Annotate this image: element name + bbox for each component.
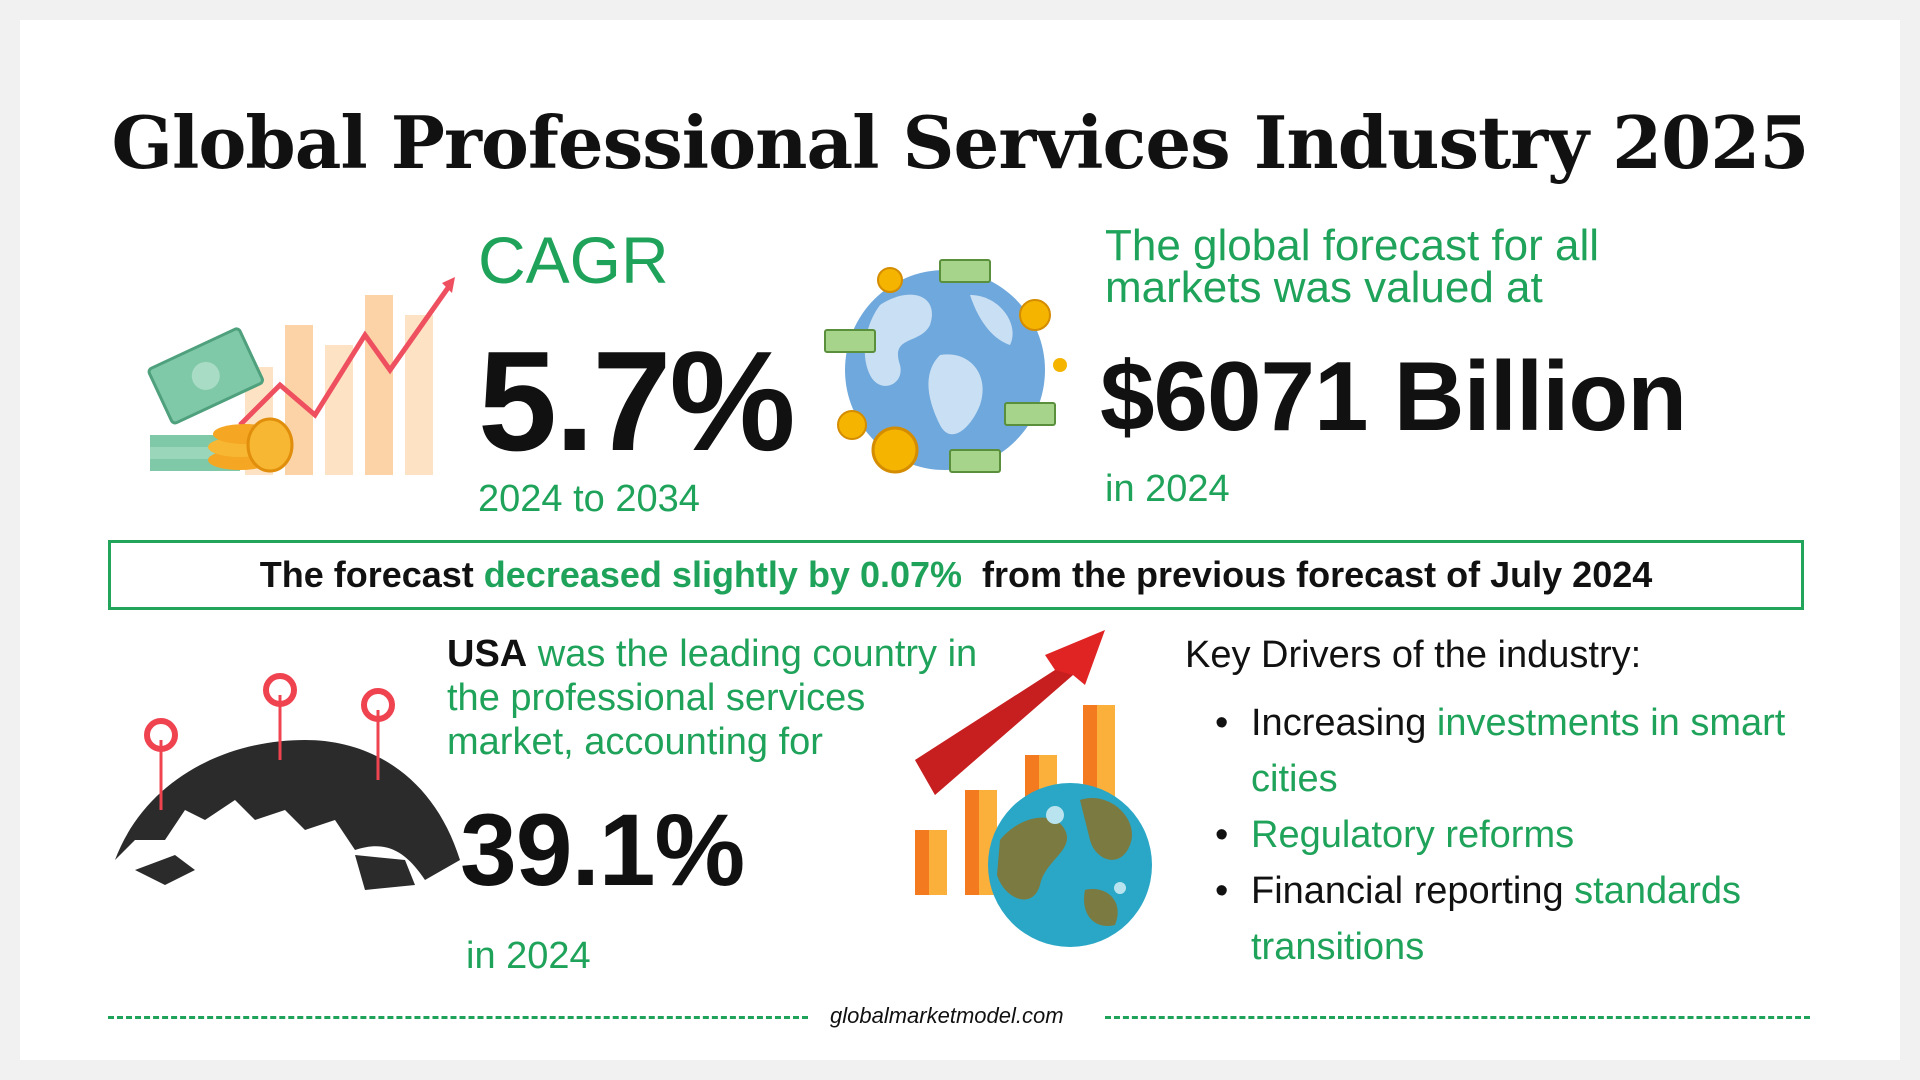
drivers-title: Key Drivers of the industry: bbox=[1185, 634, 1642, 676]
driver-item: Financial reporting standards transition… bbox=[1215, 863, 1815, 975]
drivers-list: Increasing investments in smart cities R… bbox=[1215, 695, 1815, 975]
driver-item: Increasing investments in smart cities bbox=[1215, 695, 1815, 807]
forecast-change-banner: The forecast decreased slightly by 0.07%… bbox=[108, 540, 1804, 610]
banner-suffix: from the previous forecast of July 2024 bbox=[962, 554, 1653, 595]
growth-globe-chart-icon bbox=[915, 630, 1152, 947]
world-map-pins-icon bbox=[115, 673, 460, 890]
footer-divider-right bbox=[1105, 1016, 1810, 1019]
page-title: Global Professional Services Industry 20… bbox=[111, 100, 1810, 185]
banner-prefix: The forecast bbox=[259, 554, 484, 595]
footer-divider-left bbox=[108, 1016, 808, 1019]
cagr-period: 2024 to 2034 bbox=[478, 478, 700, 520]
usa-year: in 2024 bbox=[466, 935, 591, 977]
footer-site: globalmarketmodel.com bbox=[830, 1003, 1064, 1028]
driver-item: Regulatory reforms bbox=[1215, 807, 1815, 863]
driver-highlight: investments in smart cities bbox=[1251, 702, 1786, 800]
globe-money-icon bbox=[824, 259, 1067, 474]
cagr-label: CAGR bbox=[478, 223, 669, 297]
driver-plain: Financial reporting bbox=[1251, 870, 1575, 912]
usa-description: was the leading country in the professio… bbox=[447, 633, 978, 763]
driver-highlight: Regulatory reforms bbox=[1251, 814, 1575, 856]
cagr-value: 5.7% bbox=[478, 322, 796, 481]
usa-text: USA was the leading country in the profe… bbox=[447, 632, 987, 764]
money-growth-chart-icon bbox=[147, 277, 455, 475]
usa-country: USA bbox=[447, 633, 528, 675]
driver-highlight: standards transitions bbox=[1251, 870, 1742, 968]
forecast-year: in 2024 bbox=[1105, 468, 1230, 510]
forecast-value: $6071 Billion bbox=[1100, 341, 1687, 451]
banner-highlight: decreased slightly by 0.07% bbox=[483, 554, 963, 595]
forecast-text: The global forecast for all markets was … bbox=[1105, 221, 1600, 312]
driver-plain: Increasing bbox=[1251, 702, 1437, 744]
usa-share-value: 39.1% bbox=[460, 793, 745, 907]
